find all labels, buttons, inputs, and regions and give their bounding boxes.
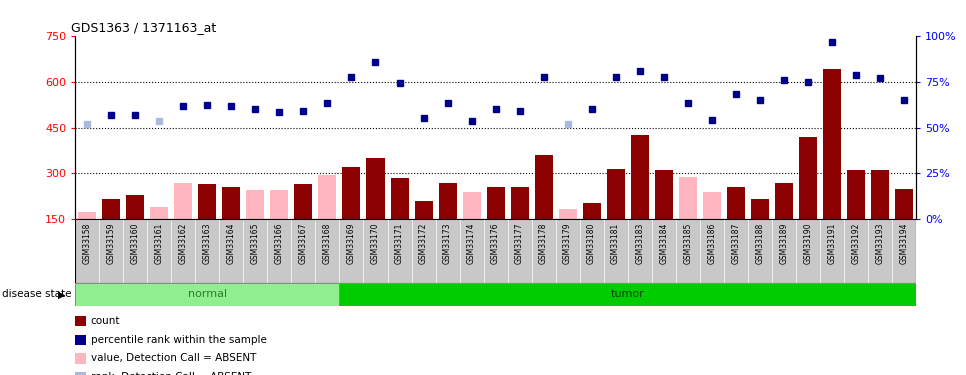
Bar bbox=[390, 178, 409, 219]
Text: GSM33164: GSM33164 bbox=[227, 223, 236, 264]
Text: GSM33189: GSM33189 bbox=[780, 223, 788, 264]
Bar bbox=[775, 183, 793, 219]
Text: GSM33178: GSM33178 bbox=[539, 223, 548, 264]
Bar bbox=[414, 201, 433, 219]
Text: GSM33158: GSM33158 bbox=[83, 223, 92, 264]
Bar bbox=[75, 283, 339, 306]
Text: GSM33174: GSM33174 bbox=[467, 223, 476, 264]
Text: GSM33185: GSM33185 bbox=[683, 223, 693, 264]
Text: GSM33165: GSM33165 bbox=[251, 223, 260, 264]
Text: GSM33163: GSM33163 bbox=[203, 223, 212, 264]
Bar bbox=[607, 169, 625, 219]
Text: ▶: ▶ bbox=[58, 290, 66, 299]
Text: GDS1363 / 1371163_at: GDS1363 / 1371163_at bbox=[71, 21, 216, 34]
Bar bbox=[270, 190, 289, 219]
Bar bbox=[198, 184, 216, 219]
Bar bbox=[339, 283, 916, 306]
Text: GSM33179: GSM33179 bbox=[563, 223, 572, 264]
Bar bbox=[726, 187, 745, 219]
Text: GSM33160: GSM33160 bbox=[130, 223, 140, 264]
Bar bbox=[631, 135, 648, 219]
Bar bbox=[463, 192, 480, 219]
Text: GSM33186: GSM33186 bbox=[707, 223, 716, 264]
Text: GSM33168: GSM33168 bbox=[323, 223, 332, 264]
Text: GSM33181: GSM33181 bbox=[611, 223, 620, 264]
Bar bbox=[679, 177, 696, 219]
Text: GSM33176: GSM33176 bbox=[491, 223, 500, 264]
Text: GSM33180: GSM33180 bbox=[587, 223, 596, 264]
Bar bbox=[751, 200, 769, 219]
Text: percentile rank within the sample: percentile rank within the sample bbox=[91, 335, 267, 345]
Text: value, Detection Call = ABSENT: value, Detection Call = ABSENT bbox=[91, 354, 256, 363]
Text: GSM33169: GSM33169 bbox=[347, 223, 356, 264]
Bar bbox=[534, 155, 553, 219]
Bar bbox=[78, 212, 97, 219]
Text: disease state: disease state bbox=[2, 290, 71, 299]
Text: count: count bbox=[91, 316, 121, 326]
Text: GSM33192: GSM33192 bbox=[851, 223, 861, 264]
Bar bbox=[319, 175, 336, 219]
Text: rank, Detection Call = ABSENT: rank, Detection Call = ABSENT bbox=[91, 372, 251, 375]
Text: GSM33173: GSM33173 bbox=[443, 223, 452, 264]
Text: GSM33193: GSM33193 bbox=[875, 223, 884, 264]
Bar bbox=[222, 187, 241, 219]
Bar bbox=[102, 200, 121, 219]
Text: GSM33187: GSM33187 bbox=[731, 223, 740, 264]
Text: GSM33159: GSM33159 bbox=[107, 223, 116, 264]
Text: GSM33184: GSM33184 bbox=[659, 223, 668, 264]
Bar bbox=[439, 183, 457, 219]
Text: GSM33172: GSM33172 bbox=[419, 223, 428, 264]
Text: GSM33188: GSM33188 bbox=[755, 223, 764, 264]
Bar bbox=[847, 170, 865, 219]
Bar bbox=[895, 189, 913, 219]
Text: GSM33161: GSM33161 bbox=[155, 223, 164, 264]
Bar bbox=[343, 167, 360, 219]
Text: GSM33171: GSM33171 bbox=[395, 223, 404, 264]
Text: normal: normal bbox=[187, 290, 227, 299]
Bar bbox=[246, 190, 265, 219]
Text: GSM33194: GSM33194 bbox=[899, 223, 908, 264]
Text: GSM33166: GSM33166 bbox=[275, 223, 284, 264]
Bar bbox=[511, 187, 528, 219]
Text: GSM33183: GSM33183 bbox=[635, 223, 644, 264]
Bar bbox=[366, 158, 384, 219]
Text: GSM33191: GSM33191 bbox=[827, 223, 837, 264]
Text: GSM33177: GSM33177 bbox=[515, 223, 525, 264]
Bar bbox=[582, 202, 601, 219]
Text: GSM33167: GSM33167 bbox=[298, 223, 308, 264]
Bar bbox=[558, 209, 577, 219]
Bar bbox=[151, 207, 168, 219]
Bar bbox=[175, 183, 192, 219]
Bar bbox=[655, 170, 672, 219]
Bar bbox=[295, 184, 312, 219]
Bar bbox=[702, 192, 721, 219]
Bar bbox=[870, 170, 889, 219]
Bar bbox=[127, 195, 144, 219]
Bar bbox=[823, 69, 840, 219]
Text: tumor: tumor bbox=[611, 290, 644, 299]
Text: GSM33170: GSM33170 bbox=[371, 223, 380, 264]
Text: GSM33162: GSM33162 bbox=[179, 223, 188, 264]
Bar bbox=[487, 187, 504, 219]
Bar bbox=[799, 137, 816, 219]
Text: GSM33190: GSM33190 bbox=[803, 223, 812, 264]
